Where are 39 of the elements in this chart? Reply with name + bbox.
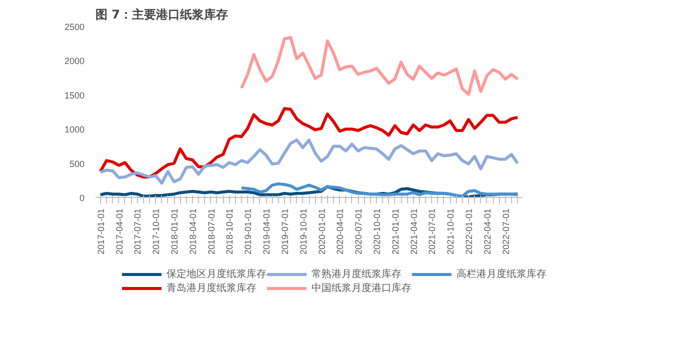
y-tick-label: 500 (69, 158, 85, 169)
y-tick-label: 1000 (64, 124, 85, 135)
line-series (98, 107, 520, 178)
legend-label: 中国纸浆月度港口库存 (312, 282, 412, 295)
x-tick-label: 2017-07-01 (132, 208, 143, 255)
y-tick-label: 0 (79, 193, 85, 203)
line-series (98, 138, 520, 185)
x-tick-label: 2017-01-01 (96, 208, 106, 255)
chart-title: 图 7：主要港口纸浆库存 (96, 8, 228, 22)
x-tick-label: 2020-04-01 (335, 208, 346, 255)
x-tick-label: 2019-10-01 (298, 208, 308, 255)
x-tick-label: 2019-04-01 (262, 208, 272, 255)
x-tick-label: 2017-04-01 (114, 208, 124, 255)
y-tick-label: 2500 (64, 22, 85, 32)
x-tick-label: 2017-10-01 (151, 208, 162, 255)
x-tick-label: 2018-10-01 (224, 208, 235, 255)
x-tick-label: 2021-04-01 (408, 208, 419, 255)
y-tick-label: 2000 (64, 56, 85, 66)
line-series (240, 36, 520, 96)
x-tick-label: 2018-04-01 (188, 208, 198, 255)
x-tick-label: 2020-07-01 (354, 208, 364, 255)
line-series (240, 182, 520, 198)
x-tick-label: 2022-07-01 (500, 208, 511, 255)
x-tick-label: 2019-01-01 (243, 208, 254, 255)
x-tick-label: 2021-07-01 (427, 208, 438, 255)
x-tick-label: 2018-07-01 (206, 208, 216, 255)
x-tick-label: 2020-10-01 (372, 208, 382, 255)
x-tick-label: 2019-07-01 (280, 208, 290, 255)
x-tick-label: 2021-01-01 (390, 208, 400, 255)
x-tick-label: 2021-10-01 (446, 208, 456, 255)
x-tick-label: 2022-01-01 (464, 208, 474, 255)
y-tick-label: 1500 (64, 90, 85, 100)
legend-label: 高栏港月度纸浆库存 (456, 268, 546, 281)
x-tick-label: 2022-04-01 (482, 208, 492, 255)
legend-label: 常熟港月度纸浆库存 (312, 268, 402, 281)
legend-label: 保定地区月度纸浆库存 (166, 268, 266, 281)
legend-label: 青岛港月度纸浆库存 (166, 282, 256, 295)
x-tick-label: 2018-01-01 (170, 208, 180, 255)
x-tick-label: 2020-01-01 (316, 208, 327, 255)
